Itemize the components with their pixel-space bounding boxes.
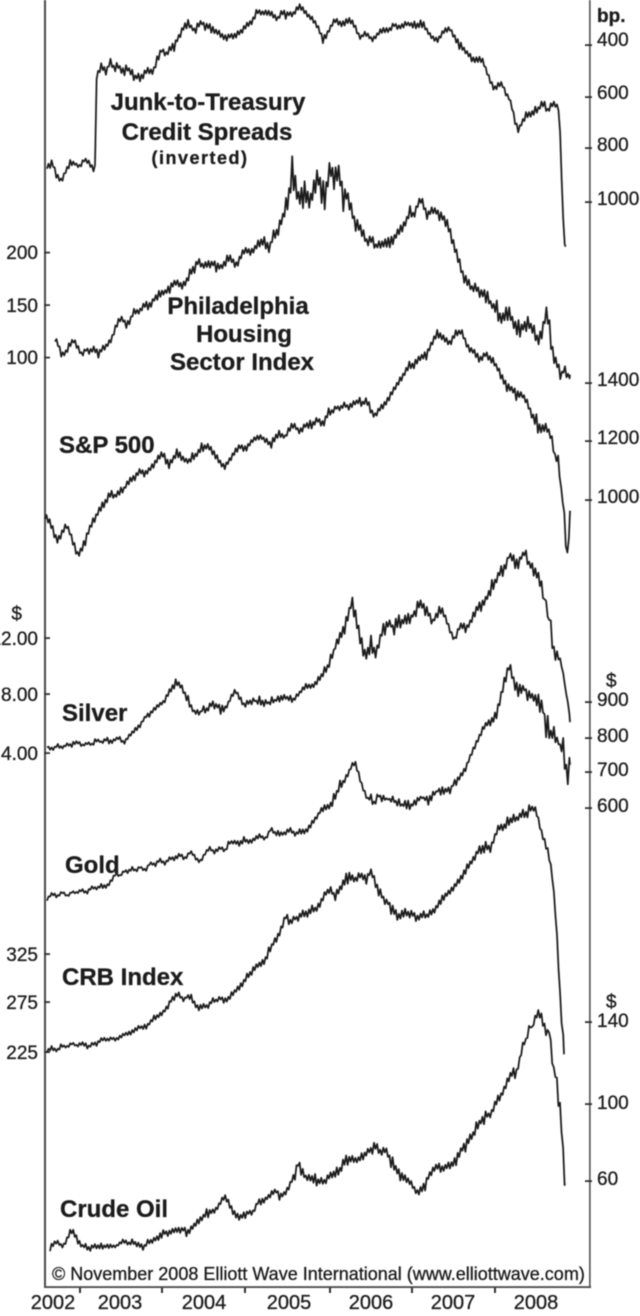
svg-text:S&P 500: S&P 500 <box>59 432 155 459</box>
svg-text:4.00: 4.00 <box>1 744 38 765</box>
svg-text:140: 140 <box>597 1011 629 1032</box>
svg-text:Sector Index: Sector Index <box>170 349 315 376</box>
svg-text:800: 800 <box>597 135 629 156</box>
svg-text:2002: 2002 <box>31 1292 76 1314</box>
svg-text:(inverted): (inverted) <box>151 148 248 168</box>
svg-text:275: 275 <box>6 993 38 1014</box>
svg-text:1200: 1200 <box>597 428 639 449</box>
svg-text:100: 100 <box>6 348 38 369</box>
svg-text:700: 700 <box>597 760 629 781</box>
svg-text:2003: 2003 <box>98 1292 143 1314</box>
svg-text:8.00: 8.00 <box>1 685 38 706</box>
svg-text:$: $ <box>11 604 22 625</box>
svg-text:225: 225 <box>6 1043 38 1064</box>
svg-text:12.00: 12.00 <box>0 629 38 650</box>
svg-text:Philadelphia: Philadelphia <box>167 293 309 320</box>
svg-text:2007: 2007 <box>431 1292 476 1314</box>
svg-text:© November 2008 Elliott Wave I: © November 2008 Elliott Wave Internation… <box>52 1264 585 1284</box>
svg-text:60: 60 <box>597 1169 618 1190</box>
svg-text:1400: 1400 <box>597 370 639 391</box>
svg-text:2006: 2006 <box>349 1292 394 1314</box>
svg-text:1000: 1000 <box>597 189 639 210</box>
svg-text:600: 600 <box>597 83 629 104</box>
svg-text:Junk-to-Treasury: Junk-to-Treasury <box>111 89 306 116</box>
svg-text:$: $ <box>606 992 617 1013</box>
svg-text:Housing: Housing <box>196 321 292 348</box>
svg-text:325: 325 <box>6 945 38 966</box>
svg-text:600: 600 <box>597 796 629 817</box>
svg-text:800: 800 <box>597 726 629 747</box>
svg-text:1000: 1000 <box>597 487 639 508</box>
svg-text:150: 150 <box>6 296 38 317</box>
svg-text:2004: 2004 <box>182 1292 227 1314</box>
svg-text:bp.: bp. <box>597 6 626 27</box>
svg-text:Silver: Silver <box>62 700 127 727</box>
svg-text:Credit Spreads: Credit Spreads <box>122 119 293 146</box>
svg-text:2005: 2005 <box>267 1292 312 1314</box>
svg-text:$: $ <box>606 671 617 692</box>
svg-text:2008: 2008 <box>514 1292 559 1314</box>
svg-text:Gold: Gold <box>65 852 120 879</box>
svg-text:900: 900 <box>597 690 629 711</box>
svg-text:100: 100 <box>597 1093 629 1114</box>
svg-text:200: 200 <box>6 243 38 264</box>
svg-text:CRB Index: CRB Index <box>62 964 184 991</box>
svg-text:Crude Oil: Crude Oil <box>60 1196 168 1223</box>
svg-text:400: 400 <box>597 30 629 51</box>
